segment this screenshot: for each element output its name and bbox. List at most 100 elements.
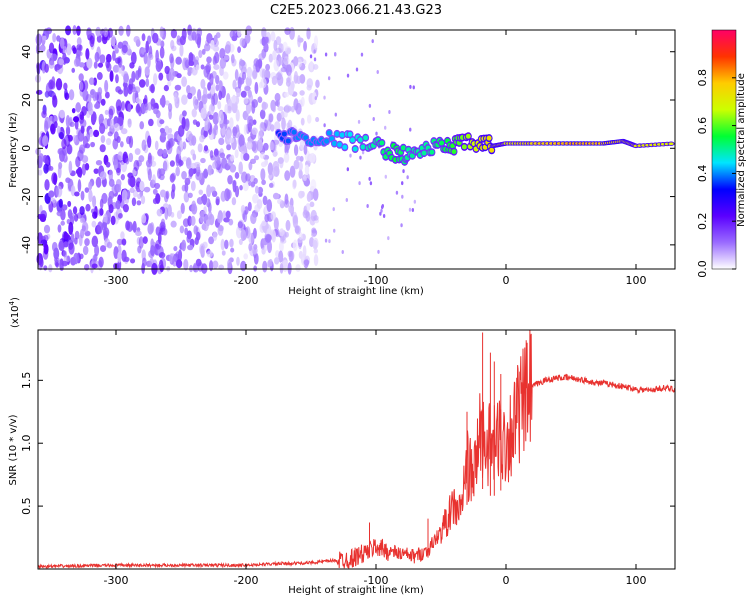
spectrogram-cell xyxy=(299,155,304,162)
spectrogram-cell xyxy=(295,102,302,115)
spectrogram-cell xyxy=(130,224,137,231)
spectrogram-cell xyxy=(165,190,170,200)
spectrogram-cell xyxy=(87,101,93,112)
spectrogram-cell xyxy=(300,117,305,126)
spectrogram-cell xyxy=(263,36,269,44)
spectrogram-cell xyxy=(379,140,385,146)
spectrogram-cell xyxy=(142,236,148,244)
spectrogram-cell xyxy=(237,46,242,53)
spectrogram-cell xyxy=(203,206,207,215)
spectrogram-cell xyxy=(88,181,93,191)
spectrogram-cell xyxy=(284,170,291,181)
spectrogram-cell xyxy=(137,193,142,200)
spectrogram-cell xyxy=(174,84,182,91)
spectrogram-cell xyxy=(140,195,146,205)
spectrogram-cell xyxy=(53,173,58,186)
spectrogram-cell xyxy=(251,99,259,108)
spectrogram-cell xyxy=(208,236,215,245)
spectrogram-cell xyxy=(153,73,158,86)
spectrogram-cell xyxy=(347,131,353,137)
spectrogram-cell xyxy=(150,103,156,111)
spectrogram-cell xyxy=(213,64,220,70)
spectrogram-cell xyxy=(271,75,278,86)
spectrogram-cell xyxy=(134,148,141,156)
spectrogram-cell xyxy=(95,26,101,37)
spectrogram-cell xyxy=(384,125,387,130)
spectrogram-cell xyxy=(313,35,319,49)
spectrogram-cell xyxy=(254,185,259,194)
spectrogram-cell xyxy=(258,53,266,61)
spectrogram-cell xyxy=(293,159,300,170)
spectrogram-cell xyxy=(280,110,285,120)
spectrogram-cell xyxy=(159,264,164,273)
spectrogram-cell xyxy=(337,142,343,148)
spectrogram-cell xyxy=(141,139,147,152)
colorbar-gradient xyxy=(711,29,737,270)
spectrogram-cell xyxy=(272,139,280,145)
spectrogram-cell xyxy=(158,168,166,177)
spectrogram-cell xyxy=(332,207,335,212)
spectrogram-cell xyxy=(326,130,332,136)
snr-series-line xyxy=(37,329,675,570)
spectrogram-cell xyxy=(212,260,219,269)
spectrogram-cell xyxy=(268,53,274,63)
spectrogram-cell xyxy=(58,58,65,66)
spectrogram-cell xyxy=(189,167,194,177)
spectrogram-cell xyxy=(380,208,383,213)
spectrogram-cell xyxy=(220,190,227,202)
spectrogram-cell xyxy=(208,114,214,120)
spectrogram-cell xyxy=(67,134,73,142)
spectrogram-cell xyxy=(206,56,212,64)
spectrogram-cell xyxy=(315,79,320,89)
spectrogram-cell xyxy=(400,223,403,228)
spectrogram-cell xyxy=(278,241,284,253)
spectrogram-cell xyxy=(158,252,166,259)
spectrogram-cell xyxy=(176,73,182,79)
spectrogram-cell xyxy=(130,258,136,264)
spectrogram-cell xyxy=(287,250,293,258)
spectrogram-cell xyxy=(195,64,200,71)
spectrogram-cell xyxy=(489,147,495,153)
spectrogram-cell xyxy=(113,44,119,51)
spectrogram-cell xyxy=(264,119,268,129)
spectrogram-cell xyxy=(121,101,126,111)
spectrogram-cell xyxy=(275,36,282,46)
spectrogram-cell xyxy=(118,25,124,36)
spectrogram-cell xyxy=(60,220,65,226)
spectrogram-cell xyxy=(215,196,220,204)
spectrogram-cell xyxy=(79,205,85,216)
spectrogram-cell xyxy=(238,77,245,85)
spectrogram-cell xyxy=(147,55,151,68)
spectrogram-cell xyxy=(292,239,298,252)
spectrogram-cell xyxy=(94,51,100,63)
spectrogram-cell xyxy=(208,260,214,272)
spectrogram-cell xyxy=(227,175,233,185)
spectrogram-cell xyxy=(253,252,259,265)
spectrogram-cell xyxy=(345,197,349,202)
spectrogram-cell xyxy=(268,113,274,123)
spectrogram-cell xyxy=(388,109,391,114)
spectrogram-cell xyxy=(260,77,267,89)
spectrogram-cell xyxy=(126,136,132,145)
spectrogram-cell xyxy=(212,112,220,125)
spectrogram-cell xyxy=(248,161,253,171)
spectrogram-x-tick-label: 0 xyxy=(503,274,510,287)
spectrogram-cell xyxy=(305,211,311,222)
spectrogram-cell xyxy=(75,102,82,113)
spectrogram-cell xyxy=(184,57,189,69)
spectrogram-cell xyxy=(199,210,205,224)
spectrogram-cell xyxy=(159,26,164,38)
spectrogram-cell xyxy=(147,223,154,235)
spectrogram-cell xyxy=(324,138,330,144)
spectrogram-cell xyxy=(40,239,48,245)
spectrogram-cell xyxy=(384,174,387,179)
spectrogram-cell xyxy=(131,70,136,83)
snr-y-tick-label: 1.0 xyxy=(20,434,33,452)
spectrogram-cell xyxy=(158,72,164,81)
spectrogram-cell xyxy=(333,228,336,233)
spectrogram-cell xyxy=(401,181,404,186)
spectrogram-cell xyxy=(69,121,75,128)
snr-frame xyxy=(37,329,676,570)
snr-y-axis-label: SNR (10 * v/v) xyxy=(8,414,19,485)
spectrogram-cell xyxy=(243,124,248,135)
